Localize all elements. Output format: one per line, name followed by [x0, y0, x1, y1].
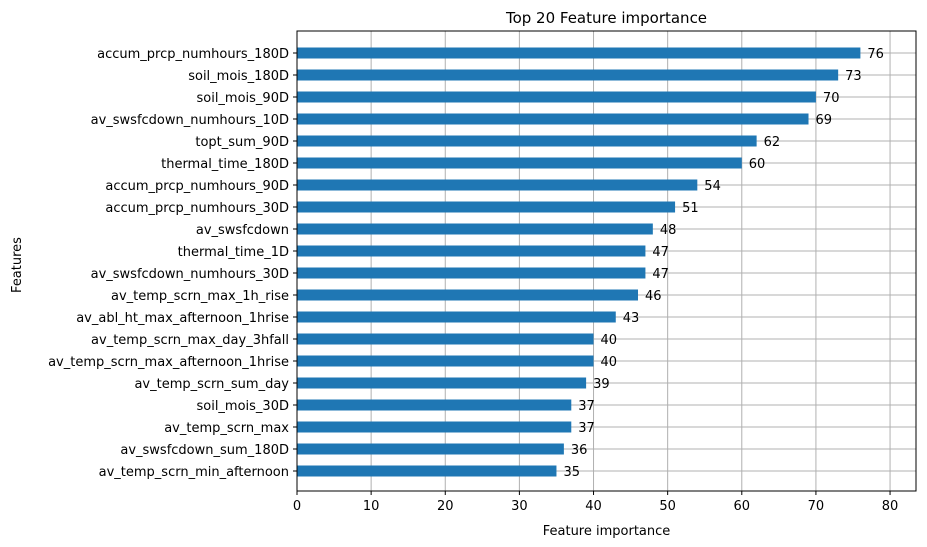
bar	[297, 333, 594, 345]
bar	[297, 355, 594, 367]
bar-value-label: 36	[571, 443, 588, 458]
bar-value-label: 54	[704, 179, 721, 194]
x-tick-label: 20	[437, 499, 454, 514]
bar-value-label: 37	[578, 421, 595, 436]
bar	[297, 245, 646, 257]
bar-value-label: 39	[593, 377, 610, 392]
bar-value-label: 48	[660, 223, 677, 238]
x-tick-label: 10	[363, 499, 380, 514]
x-tick-label: 30	[511, 499, 528, 514]
bar	[297, 311, 616, 323]
y-tick-label: av_abl_ht_max_afternoon_1hrise	[76, 311, 289, 326]
bar	[297, 69, 839, 81]
bar	[297, 179, 698, 191]
x-axis-ticks: 0 10 20 30 40 50 60 70 80	[293, 491, 898, 514]
y-tick-label: av_temp_scrn_sum_day	[134, 377, 289, 392]
bar-value-label: 46	[645, 289, 662, 304]
y-tick-label: av_swsfcdown	[196, 223, 289, 238]
bar-value-label: 43	[623, 311, 640, 326]
bar	[297, 113, 809, 125]
bar	[297, 91, 816, 103]
y-tick-label: soil_mois_180D	[188, 69, 289, 84]
x-tick-label: 80	[882, 499, 899, 514]
y-tick-label: thermal_time_180D	[161, 157, 289, 172]
bar	[297, 47, 861, 59]
y-tick-label: soil_mois_30D	[196, 399, 289, 414]
bar-value-label: 40	[601, 355, 618, 370]
y-tick-label: av_temp_scrn_max_1h_rise	[111, 289, 289, 304]
y-tick-label: thermal_time_1D	[178, 245, 289, 260]
bar-value-label: 73	[845, 69, 862, 84]
chart-title: Top 20 Feature importance	[505, 9, 707, 27]
y-tick-label: soil_mois_90D	[196, 91, 289, 106]
x-tick-label: 70	[808, 499, 825, 514]
y-tick-label: av_temp_scrn_max_day_3hfall	[91, 333, 289, 348]
y-tick-label: accum_prcp_numhours_90D	[105, 179, 289, 194]
y-tick-label: accum_prcp_numhours_180D	[97, 47, 289, 62]
bar	[297, 157, 742, 169]
bar-value-label: 35	[563, 465, 580, 480]
bar-value-label: 70	[823, 91, 840, 106]
y-axis-ticks: accum_prcp_numhours_180D soil_mois_180Dso…	[48, 47, 297, 480]
bar	[297, 289, 639, 301]
bar-value-label: 62	[764, 135, 781, 150]
y-tick-label: av_swsfcdown_numhours_10D	[91, 113, 289, 128]
bar-value-label: 40	[601, 333, 618, 348]
bars	[297, 47, 861, 477]
y-tick-label: accum_prcp_numhours_30D	[105, 201, 289, 216]
bar-value-label: 51	[682, 201, 699, 216]
bar	[297, 201, 676, 213]
y-tick-label: topt_sum_90D	[195, 135, 289, 150]
bar	[297, 377, 587, 389]
bar-value-label: 69	[816, 113, 833, 128]
bar	[297, 223, 653, 235]
bar-value-labels: 76 73 70 69 62 60 54 51 48 47 47 46 43 40 40 39 37 37 36 35	[563, 47, 883, 480]
x-tick-label: 0	[293, 499, 301, 514]
bar	[297, 399, 572, 411]
y-tick-label: av_temp_scrn_max	[164, 421, 289, 436]
y-tick-label: av_swsfcdown_numhours_30D	[91, 267, 289, 282]
bar-value-label: 60	[749, 157, 766, 172]
x-tick-label: 60	[734, 499, 751, 514]
y-tick-label: av_temp_scrn_min_afternoon	[99, 465, 289, 480]
y-axis-label: Features	[10, 237, 25, 293]
bar-value-label: 47	[652, 267, 669, 282]
bar	[297, 135, 757, 147]
bar	[297, 267, 646, 279]
x-tick-label: 40	[585, 499, 602, 514]
bar-value-label: 76	[867, 47, 884, 62]
bar	[297, 443, 564, 455]
bar-value-label: 37	[578, 399, 595, 414]
y-tick-label: av_temp_scrn_max_afternoon_1hrise	[48, 355, 289, 370]
x-tick-label: 50	[659, 499, 676, 514]
x-axis-label: Feature importance	[543, 524, 671, 539]
y-tick-label: av_swsfcdown_sum_180D	[120, 443, 289, 458]
bar	[297, 465, 557, 477]
bar-value-label: 47	[652, 245, 669, 260]
bar	[297, 421, 572, 433]
plot-frame	[296, 30, 917, 492]
